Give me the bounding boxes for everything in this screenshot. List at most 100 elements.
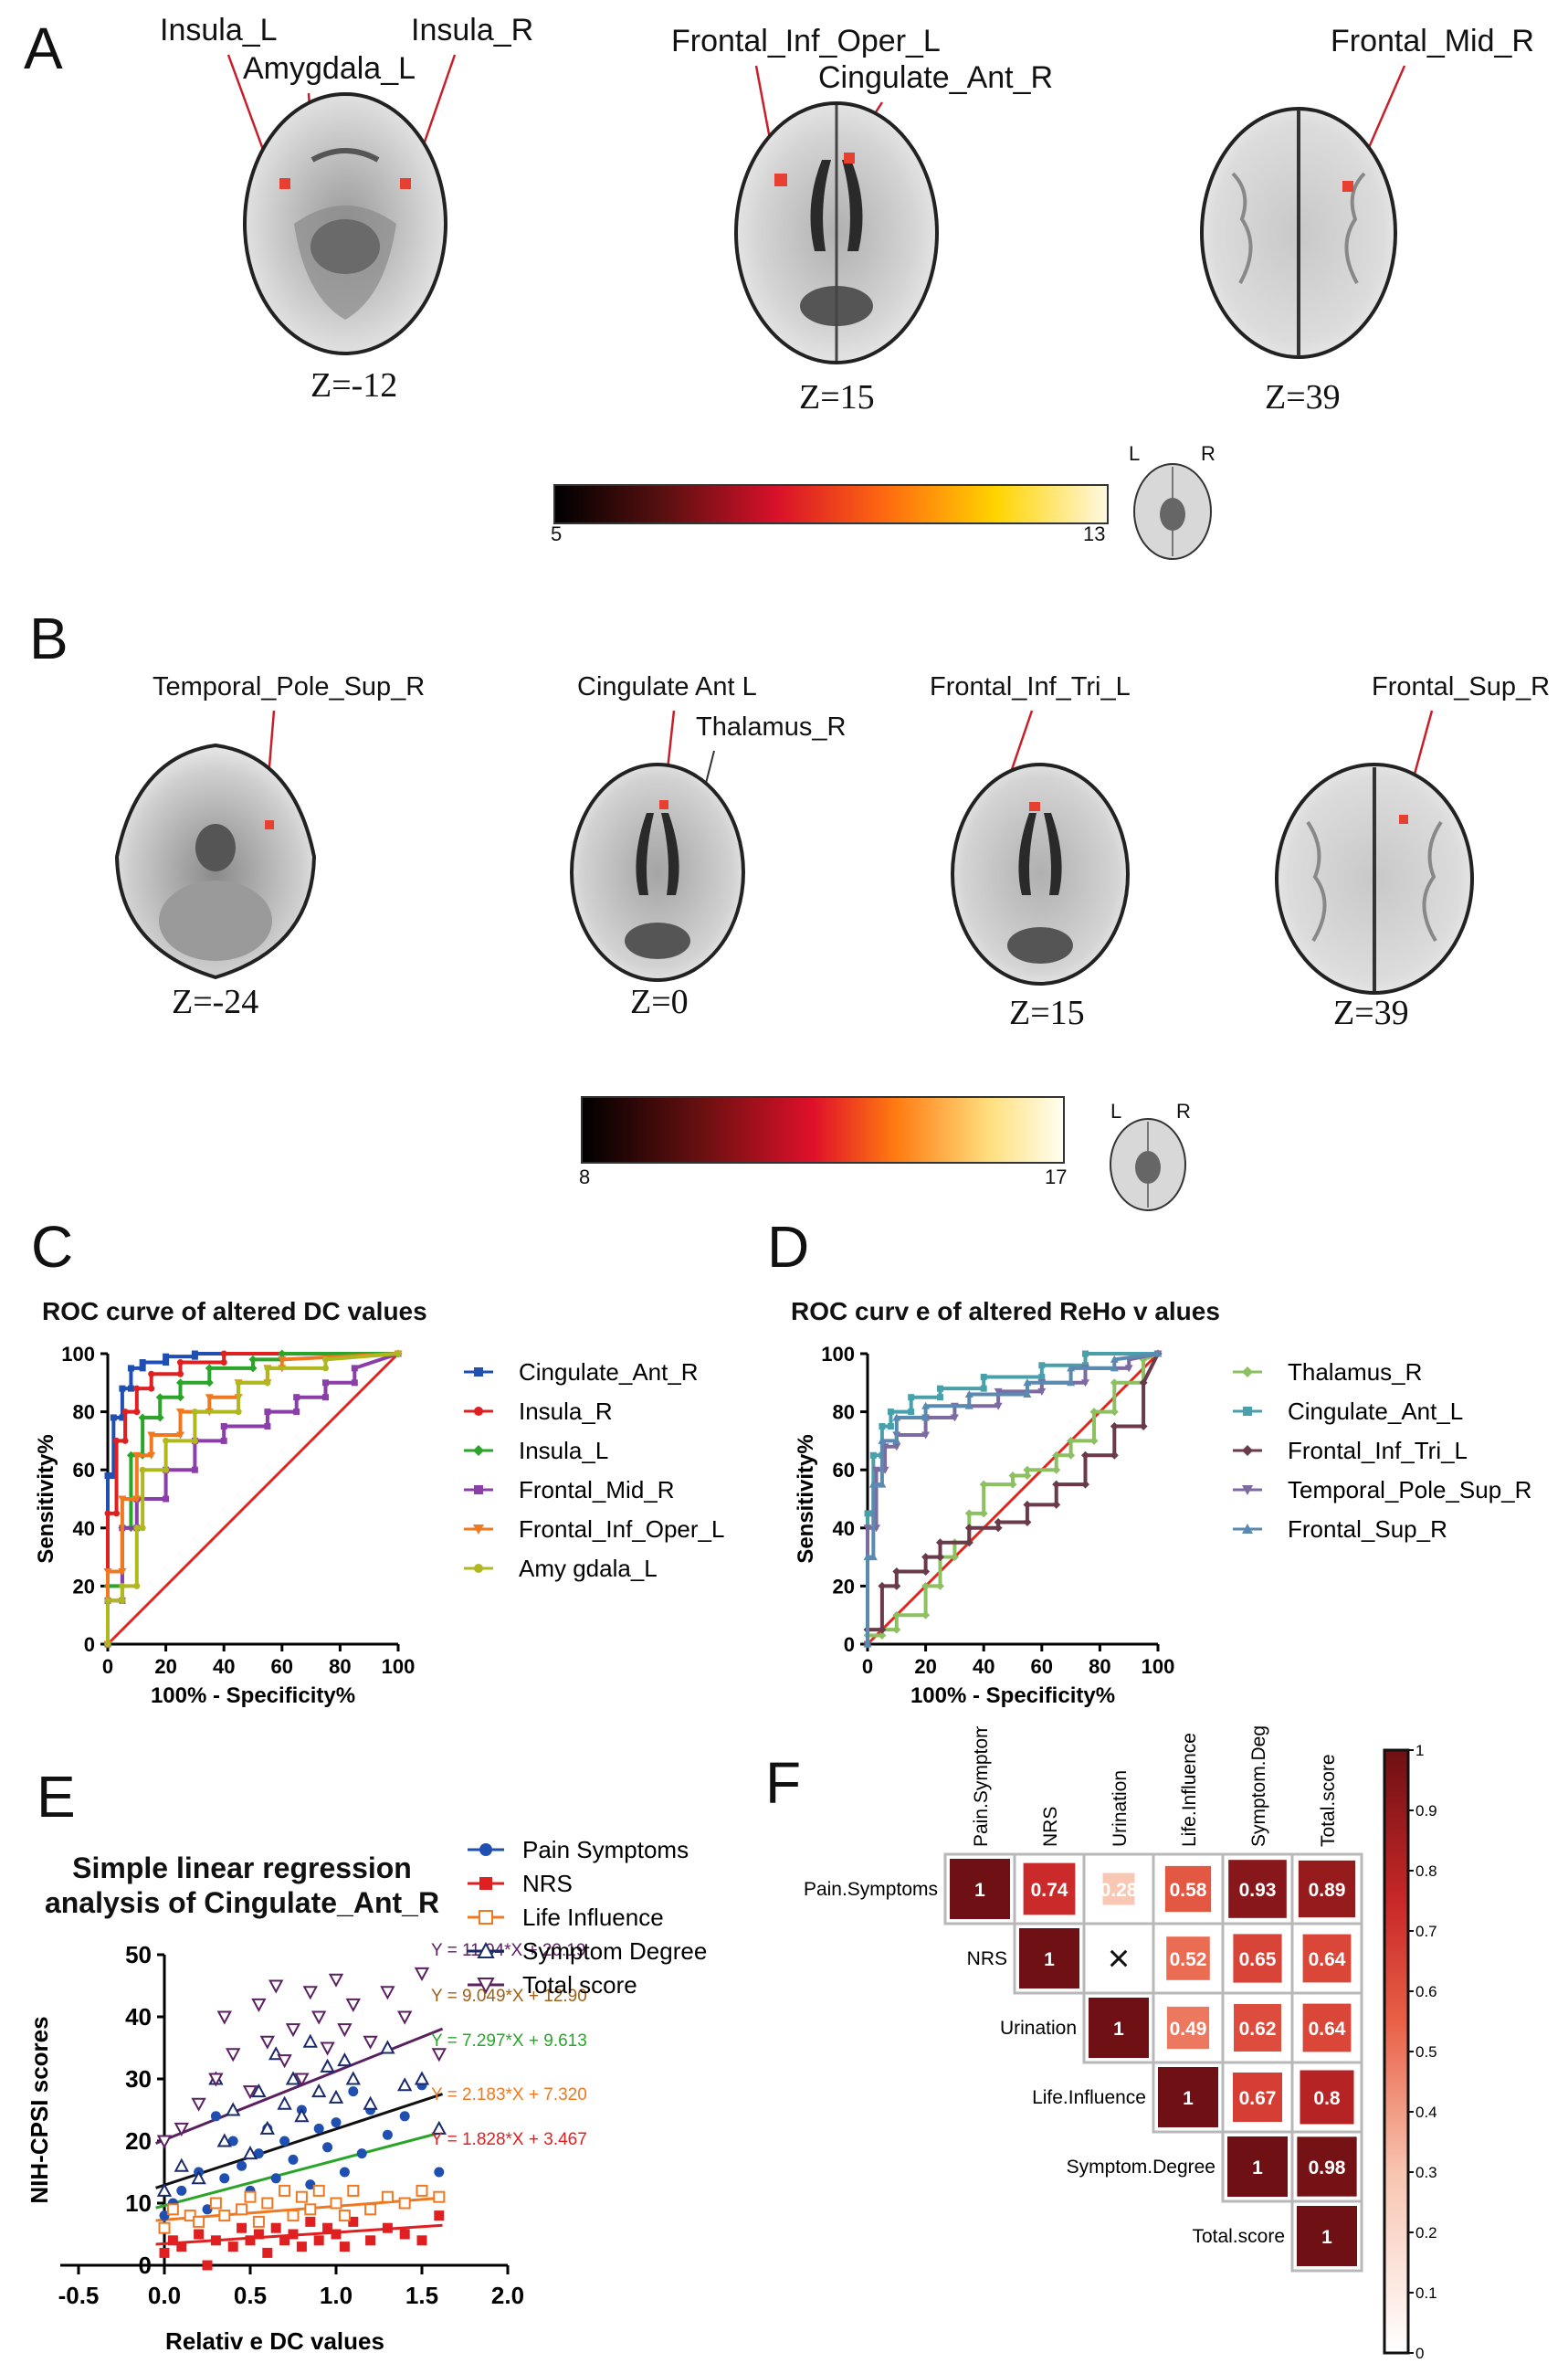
roc-point xyxy=(1023,1390,1032,1398)
colorbar-tick-label: 0.9 xyxy=(1415,1802,1437,1820)
data-point xyxy=(363,2095,378,2110)
x-tick-label: 40 xyxy=(213,1655,235,1678)
roc-point xyxy=(892,1581,901,1590)
colorbar-tick-label: 0 xyxy=(1415,2345,1424,2362)
colorbar-tick-label: 0.8 xyxy=(1415,1862,1437,1880)
roc-point xyxy=(133,1524,141,1532)
data-point xyxy=(331,2229,342,2240)
data-point xyxy=(259,2120,275,2135)
heatmap-cell xyxy=(1089,1998,1149,2058)
orientation-left: L xyxy=(1110,1100,1122,1123)
data-point xyxy=(311,2083,327,2098)
roc-point xyxy=(1023,1517,1032,1526)
roc-point xyxy=(1110,1355,1119,1363)
roc-point xyxy=(220,1350,227,1357)
roc-point xyxy=(163,1495,170,1503)
brain-slice-a1 xyxy=(243,92,447,355)
orientation-right: R xyxy=(1176,1100,1191,1123)
roc-point xyxy=(892,1413,901,1421)
colorbar-max: 13 xyxy=(1083,522,1106,545)
roc-point xyxy=(248,1355,258,1364)
roc-point xyxy=(1023,1500,1032,1509)
data-point xyxy=(381,2190,394,2203)
legend-label: Frontal_Mid_R xyxy=(519,1476,675,1503)
roc-point xyxy=(1008,1480,1017,1489)
roc-point xyxy=(1081,1379,1089,1387)
data-point xyxy=(184,2210,196,2222)
roc-point xyxy=(119,1597,126,1604)
roc-point xyxy=(1067,1436,1076,1445)
colorbar-tick-label: 0.7 xyxy=(1415,1923,1437,1940)
x-tick-label: 100 xyxy=(382,1655,416,1678)
x-tick-label: 1.5 xyxy=(405,2282,438,2309)
slice-label: Z=-24 xyxy=(172,983,259,1021)
heatmap-cross: × xyxy=(1108,1936,1131,1979)
data-point xyxy=(242,2085,258,2100)
data-point xyxy=(167,2235,178,2246)
data-point xyxy=(345,2071,361,2085)
heatmap-cell xyxy=(1297,2136,1357,2197)
y-tick-label: 40 xyxy=(833,1517,855,1540)
heatmap-value: 0.64 xyxy=(1309,2019,1346,2040)
colorbar-tick-label: 0.4 xyxy=(1415,2104,1437,2121)
legend-label: Thalamus_R xyxy=(1288,1358,1422,1386)
data-point xyxy=(227,2136,238,2147)
slice-label: Z=39 xyxy=(1265,378,1341,417)
data-point xyxy=(252,2215,265,2228)
heatmap-row-label: Total.score xyxy=(1192,2226,1285,2247)
data-point xyxy=(191,2170,206,2185)
roc-point xyxy=(878,1630,887,1640)
data-point xyxy=(397,2077,413,2092)
heatmap-value: 0.62 xyxy=(1239,2019,1277,2040)
roc-point xyxy=(104,1510,111,1517)
x-tick-label: 80 xyxy=(329,1655,351,1678)
roc-point xyxy=(921,1581,931,1590)
roc-point xyxy=(235,1379,242,1387)
heatmap-cell xyxy=(1298,1860,1356,1918)
region-label: Temporal_Pole_Sup_R xyxy=(153,672,426,702)
heatmap-col-label: NRS xyxy=(1040,1807,1061,1847)
heatmap-value: 1 xyxy=(1113,2019,1124,2040)
roc-point xyxy=(887,1408,894,1416)
colorbar-tick-label: 0.6 xyxy=(1415,1983,1437,2000)
heatmap-cell xyxy=(1019,1928,1079,1989)
roc-point xyxy=(937,1394,943,1401)
reference-line xyxy=(106,1352,400,1646)
legend-marker xyxy=(1242,1366,1253,1377)
data-point xyxy=(295,2190,308,2203)
heatmap-cell xyxy=(1228,1860,1287,1918)
heatmap-cell xyxy=(1158,2067,1218,2127)
correlation-heatmap: Pain.Symptoms NRS Urination Life.Influence S… xyxy=(804,1726,1437,2362)
roc-point xyxy=(139,1359,146,1366)
roc-point xyxy=(322,1379,329,1387)
roc-point xyxy=(868,1480,878,1488)
data-point xyxy=(365,2235,376,2246)
roc-point xyxy=(921,1553,931,1562)
data-point xyxy=(345,1998,361,2012)
roc-point xyxy=(163,1466,170,1473)
roc-point xyxy=(1081,1480,1089,1489)
colorbar-tick-label: 1 xyxy=(1415,1742,1424,1759)
y-axis-label: Sensitivity% xyxy=(34,1434,58,1563)
data-point xyxy=(288,2154,299,2165)
x-tick-label: 2.0 xyxy=(491,2282,524,2309)
heatmap-cell xyxy=(1102,1872,1135,1905)
data-point xyxy=(251,1998,267,2012)
data-point xyxy=(337,2023,353,2038)
roc-point xyxy=(104,1472,111,1480)
heatmap-value: 1 xyxy=(1321,2227,1332,2248)
regression-equation: Y = 11.04*X + 20.19 xyxy=(431,1941,585,1960)
data-point xyxy=(159,2210,170,2221)
roc-point xyxy=(1052,1500,1061,1509)
chart-title-line: analysis of Cingulate_Ant_R xyxy=(44,1886,440,1919)
data-point xyxy=(156,2182,173,2197)
roc-point xyxy=(1038,1373,1046,1380)
roc-point xyxy=(322,1365,329,1372)
reference-line xyxy=(866,1352,1160,1646)
data-point xyxy=(312,2184,325,2197)
data-point xyxy=(348,2216,359,2227)
roc-point xyxy=(1082,1350,1089,1357)
roc-point xyxy=(110,1414,117,1421)
heatmap-cell xyxy=(1233,1934,1282,1983)
region-label: Frontal_Mid_R xyxy=(1331,24,1534,58)
